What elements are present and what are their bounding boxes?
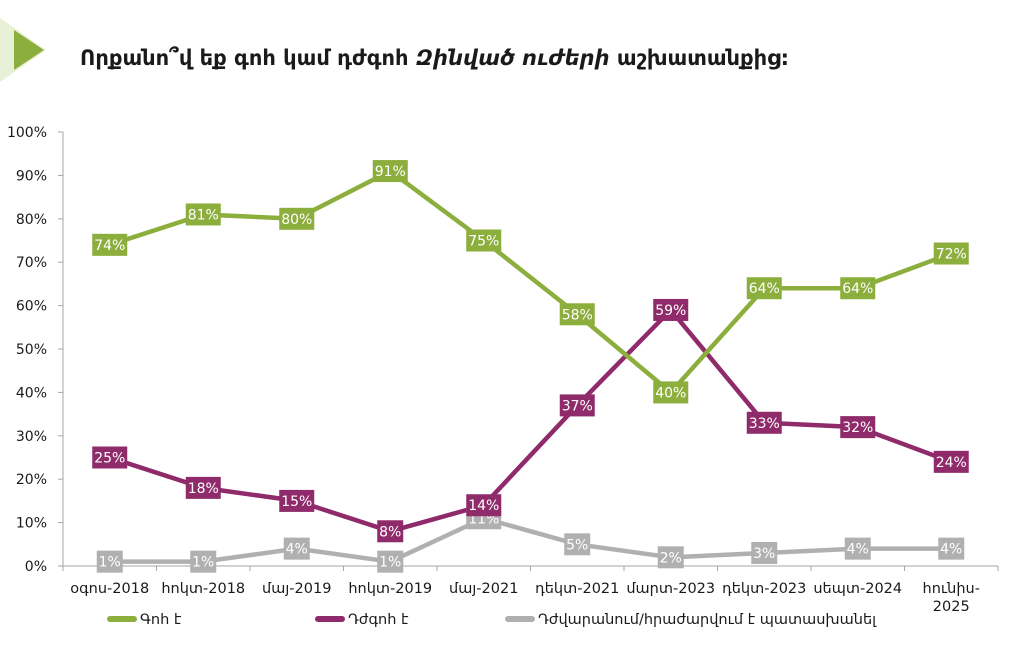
data-label: 40% [655, 385, 686, 401]
data-label: 25% [94, 451, 125, 467]
data-label: 1% [379, 555, 401, 571]
data-label-box [840, 416, 876, 439]
data-label-box [840, 277, 876, 300]
data-label: 64% [842, 281, 873, 297]
x-tick-label: 2025 [933, 599, 970, 615]
data-label: 32% [842, 420, 873, 436]
y-tick-label: 80% [16, 212, 47, 228]
data-label: 74% [94, 238, 125, 254]
y-tick-label: 100% [7, 125, 47, 141]
data-label: 4% [286, 542, 308, 558]
data-label: 4% [847, 542, 869, 558]
data-label: 14% [468, 498, 499, 514]
data-label: 58% [562, 307, 593, 323]
legend-label: Դժվարանում/հրաժարվում է պատասխանել [538, 612, 877, 628]
y-tick-label: 40% [16, 385, 47, 401]
x-tick-label: մայ-2019 [262, 581, 331, 597]
data-label-box [933, 450, 969, 473]
data-label: 15% [281, 494, 312, 510]
data-label: 80% [281, 212, 312, 228]
y-tick-label: 70% [16, 255, 47, 271]
x-tick-label: մարտ-2023 [626, 581, 715, 597]
y-tick-label: 20% [16, 472, 47, 488]
data-label: 37% [562, 398, 593, 414]
data-label-box [844, 537, 871, 560]
data-label-box [559, 303, 595, 326]
data-label: 8% [379, 524, 401, 540]
y-tick-label: 0% [25, 559, 47, 575]
data-label: 1% [99, 555, 121, 571]
data-label: 72% [936, 247, 967, 263]
data-label-box [657, 546, 684, 569]
series-line-1 [107, 307, 954, 534]
data-label-box [938, 537, 965, 560]
title-part-2: Զինված ուժերի [415, 46, 610, 70]
data-label-box [466, 494, 502, 517]
data-label-box [933, 242, 969, 265]
data-label-box [372, 160, 408, 183]
x-tick-label: հոկտ-2018 [161, 581, 245, 597]
data-label-box [466, 229, 502, 252]
data-label-box [96, 550, 123, 573]
data-label: 24% [936, 455, 967, 471]
data-label-box [377, 550, 404, 573]
x-tick-label: դեկտ-2023 [722, 581, 806, 597]
y-tick-label: 60% [16, 299, 47, 315]
legend-label: Դժգոհ է [348, 612, 409, 628]
data-label-box [92, 446, 128, 469]
data-label: 1% [192, 555, 214, 571]
data-label-box [564, 533, 591, 556]
data-label: 59% [655, 303, 686, 319]
data-label: 81% [188, 207, 219, 223]
data-label-box [279, 207, 315, 230]
data-label: 5% [566, 537, 588, 553]
data-label-box [283, 537, 310, 560]
data-label-box [185, 203, 221, 226]
data-label: 33% [749, 416, 780, 432]
data-label-box [190, 550, 217, 573]
data-label: 4% [940, 542, 962, 558]
series-line-2 [107, 516, 954, 564]
x-tick-label: դեկտ-2021 [535, 581, 619, 597]
data-label-box [653, 381, 689, 404]
x-tick-label: հունիս- [923, 581, 980, 597]
x-tick-label: մայ-2021 [449, 581, 518, 597]
data-label-box [746, 277, 782, 300]
data-label-box [751, 541, 778, 564]
series-line-0 [107, 168, 954, 395]
data-label: 91% [375, 164, 406, 180]
data-label-box [279, 489, 315, 512]
triangle-arrow-icon [0, 18, 46, 82]
y-tick-label: 90% [16, 168, 47, 184]
data-label-box [653, 298, 689, 321]
data-label: 3% [753, 546, 775, 562]
data-label: 18% [188, 481, 219, 497]
title-part-3: աշխատանքից: [609, 46, 790, 70]
data-label-box [746, 411, 782, 434]
x-tick-label: սեպտ-2024 [813, 581, 902, 597]
data-label: 64% [749, 281, 780, 297]
data-label-box [377, 520, 404, 543]
data-label-box [92, 233, 128, 256]
data-label-box [559, 394, 595, 417]
chart-title: Որքանո՞վ եք գոհ կամ դժգոհ Զինված ուժերի … [80, 46, 789, 70]
y-tick-label: 50% [16, 342, 47, 358]
y-tick-label: 10% [16, 516, 47, 532]
x-tick-label: հոկտ-2019 [348, 581, 432, 597]
data-label: 75% [468, 234, 499, 250]
x-tick-label: օգոս-2018 [70, 581, 149, 597]
title-part-1: Որքանո՞վ եք գոհ կամ դժգոհ [80, 46, 416, 70]
legend-label: Գոհ է [140, 612, 182, 628]
data-label-box [185, 476, 221, 499]
data-label: 2% [660, 550, 682, 566]
y-tick-label: 30% [16, 429, 47, 445]
